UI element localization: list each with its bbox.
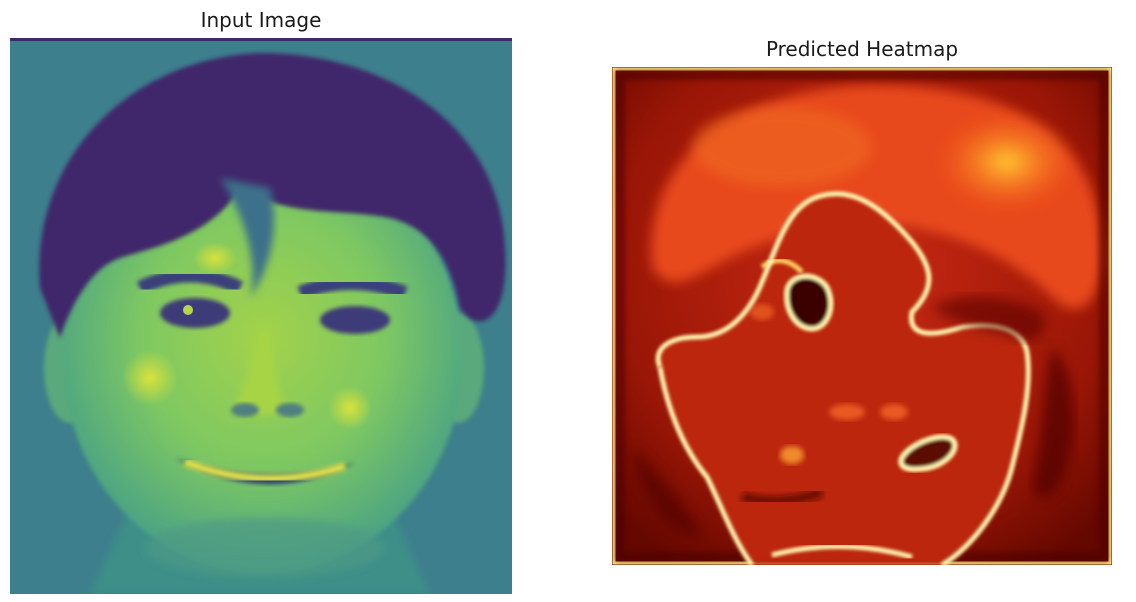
predicted-heatmap-title: Predicted Heatmap — [765, 37, 959, 61]
predicted-heatmap — [612, 67, 1112, 565]
input-image — [10, 38, 512, 594]
input-image-title: Input Image — [200, 8, 322, 32]
